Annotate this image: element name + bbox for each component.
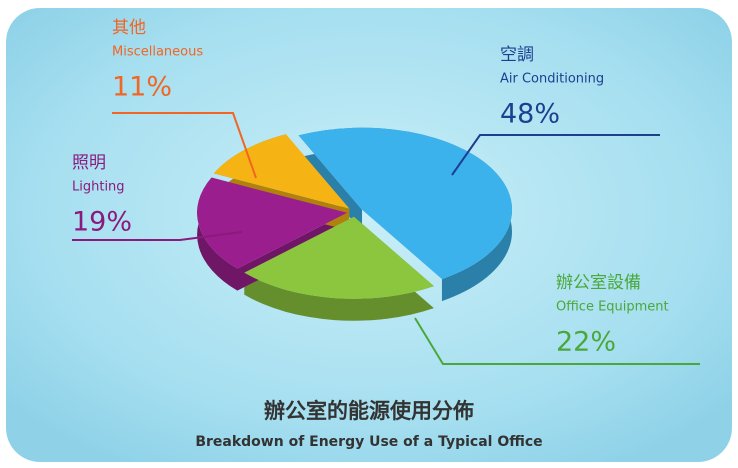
chart-subtitle: Breakdown of Energy Use of a Typical Off… <box>195 434 542 450</box>
label-zh: 辦公室設備 <box>556 273 641 293</box>
slice <box>244 216 434 299</box>
slice-side <box>244 216 434 321</box>
label-zh: 其他 <box>112 18 146 38</box>
label-en: Miscellaneous <box>112 45 203 60</box>
leader-line <box>72 231 243 241</box>
label-zh: 空調 <box>500 45 534 65</box>
leader-line <box>451 134 660 176</box>
label-en: Air Conditioning <box>500 72 604 87</box>
leader-line <box>112 112 257 179</box>
value-label: 19% <box>72 207 132 238</box>
chart-title: 辦公室的能源使用分佈 <box>264 399 474 423</box>
slice <box>197 177 348 269</box>
value-label: 22% <box>556 327 616 358</box>
label-en: Lighting <box>72 180 125 195</box>
value-label: 48% <box>500 99 560 130</box>
labels: 空調 Air Conditioning 48% 辦公室設備 Office Equipme… <box>72 18 700 365</box>
label-zh: 照明 <box>72 153 106 173</box>
label-en: Office Equipment <box>556 300 669 315</box>
leader-line <box>414 317 700 365</box>
value-label: 11% <box>112 72 172 103</box>
